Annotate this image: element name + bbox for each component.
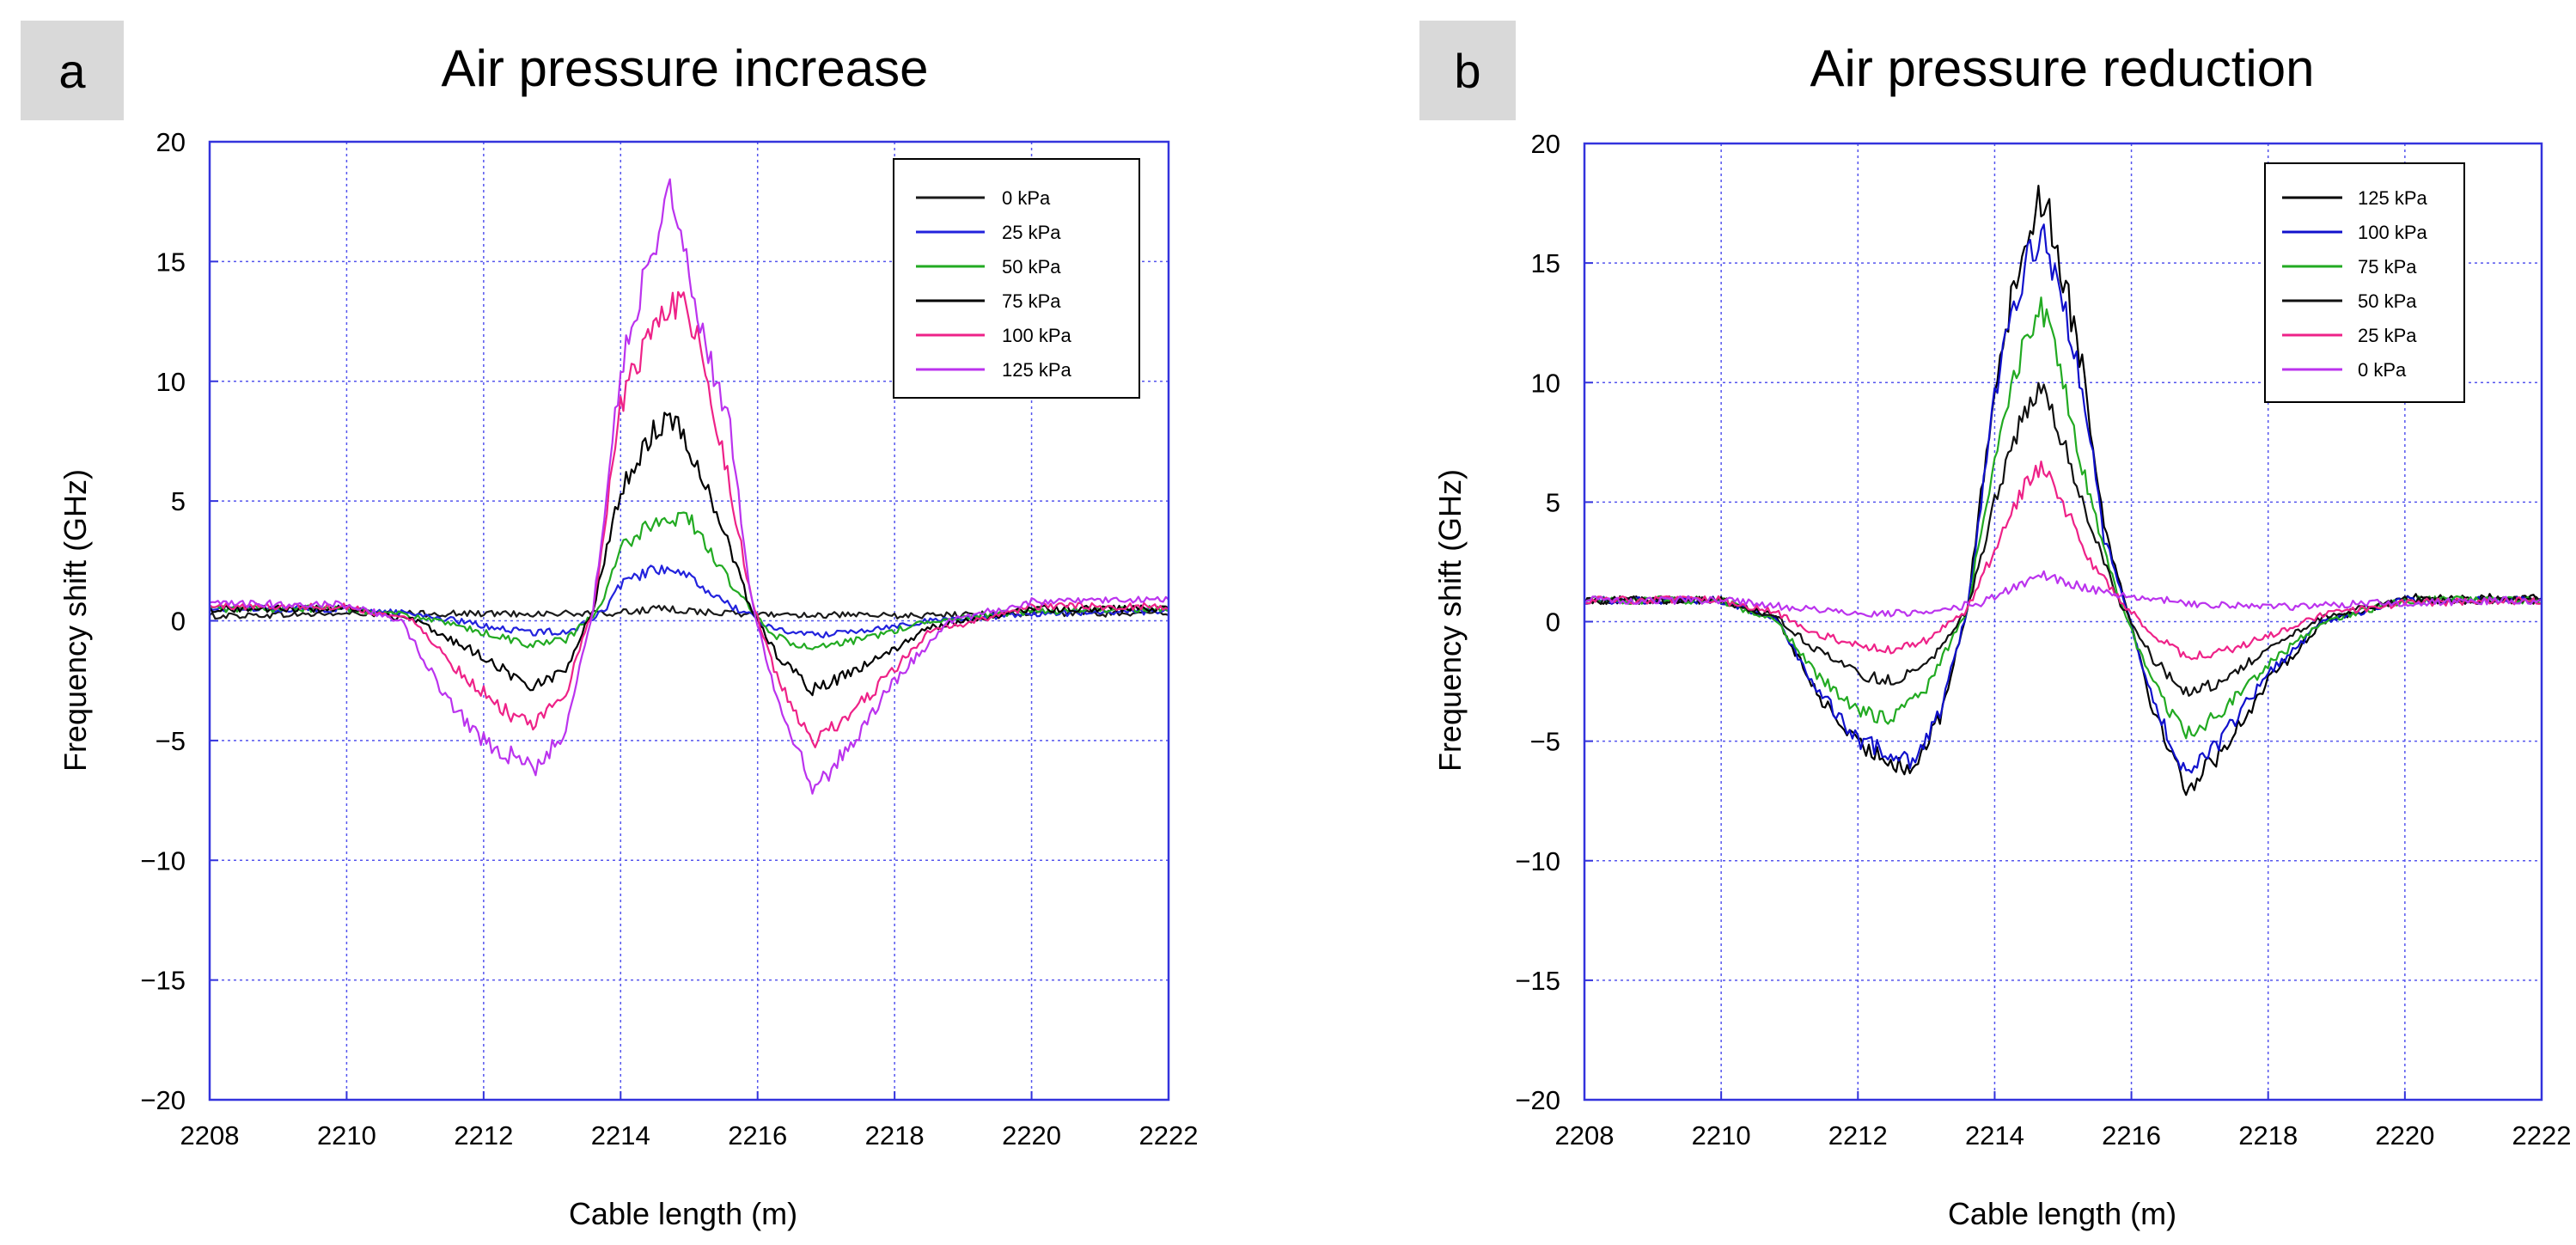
y-tick-label: 0 (1546, 607, 1560, 638)
panel-a-title: Air pressure increase (442, 40, 929, 97)
panel-a-legend-label-4: 75 kPa (1002, 290, 1061, 312)
panel-b-legend-label-4: 50 kPa (2358, 290, 2417, 312)
panel-a-x-axis-label: Cable length (m) (569, 1196, 797, 1231)
y-tick-label: −20 (140, 1085, 186, 1115)
y-tick-label: 15 (156, 247, 186, 277)
x-tick-label: 2214 (591, 1120, 650, 1150)
panel-a-y-axis-label: Frequency shift (GHz) (58, 469, 93, 772)
panel-a: a Air pressure increase 2208 2210 2212 2214… (21, 21, 1198, 1231)
panel-a-legend-label-6: 125 kPa (1002, 359, 1071, 381)
panel-b-legend-box (2264, 162, 2465, 403)
panel-b: b Air pressure reduction 2208 2210 2212 221… (1419, 21, 2571, 1231)
x-tick-label: 2212 (454, 1120, 513, 1150)
series-line-50-kpa (209, 511, 1169, 650)
series-line-25-kpa (1584, 461, 2542, 661)
y-tick-label: −10 (140, 845, 186, 876)
x-tick-label: 2208 (1555, 1120, 1615, 1150)
panel-a-ticks: 2208 2210 2212 2214 2216 2218 2220 2222 −20 −15 −1… (140, 127, 1198, 1150)
panel-b-legend-label-3: 75 kPa (2358, 256, 2417, 278)
y-tick-label: −10 (1515, 846, 1560, 876)
series-line-75-kpa (209, 412, 1169, 697)
series-line-0-kpa (1584, 570, 2542, 618)
panel-b-x-axis-label: Cable length (m) (1948, 1196, 2176, 1231)
y-tick-label: 10 (156, 367, 186, 397)
x-tick-label: 2220 (1002, 1120, 1061, 1150)
x-tick-label: 2222 (1139, 1120, 1199, 1150)
panel-b-legend-label-5: 25 kPa (2358, 325, 2417, 346)
panel-b-title: Air pressure reduction (1810, 40, 2315, 97)
y-tick-label: −20 (1515, 1085, 1560, 1115)
x-tick-label: 2218 (865, 1120, 925, 1150)
x-tick-label: 2220 (2375, 1120, 2434, 1150)
y-tick-label: 15 (1531, 248, 1560, 278)
panel-b-legend-label-6: 0 kPa (2358, 359, 2407, 381)
y-tick-label: −5 (156, 726, 186, 756)
series-line-50-kpa (1584, 381, 2542, 697)
y-tick-label: −15 (1515, 966, 1560, 996)
y-tick-label: −5 (1530, 727, 1560, 757)
panel-b-ticks: 2208 2210 2212 2214 2216 2218 2220 2222 −20 −15 −1… (1515, 129, 2571, 1150)
panel-a-label: a (58, 44, 86, 98)
panel-b-legend-label-1: 125 kPa (2358, 187, 2427, 209)
panel-a-legend-label-5: 100 kPa (1002, 325, 1071, 346)
x-tick-label: 2216 (2102, 1120, 2161, 1150)
x-tick-label: 2212 (1828, 1120, 1888, 1150)
panel-b-legend-label-2: 100 kPa (2358, 222, 2427, 243)
y-tick-label: 5 (171, 486, 186, 516)
y-tick-label: −15 (140, 966, 186, 996)
series-line-125-kpa (209, 178, 1169, 795)
x-tick-label: 2222 (2512, 1120, 2572, 1150)
panel-b-series (1584, 185, 2542, 796)
x-tick-label: 2208 (180, 1120, 240, 1150)
panel-b-label-box (1419, 21, 1516, 120)
x-tick-label: 2210 (317, 1120, 376, 1150)
x-tick-label: 2214 (1965, 1120, 2024, 1150)
x-tick-label: 2216 (728, 1120, 787, 1150)
panel-a-legend: 0 kPa 25 kPa 50 kPa 75 kPa 100 kPa 125 k… (893, 158, 1140, 399)
panel-a-series (209, 178, 1169, 795)
y-tick-label: 10 (1531, 368, 1560, 398)
x-tick-label: 2218 (2238, 1120, 2298, 1150)
panel-a-label-box (21, 21, 124, 120)
panel-b-legend: 125 kPa 100 kPa 75 kPa 50 kPa 25 kPa 0 k… (2264, 162, 2465, 403)
panel-b-label: b (1454, 44, 1480, 98)
y-tick-label: 0 (171, 607, 186, 637)
y-tick-label: 20 (1531, 129, 1560, 159)
y-tick-label: 5 (1546, 487, 1560, 517)
panel-a-legend-label-1: 0 kPa (1002, 187, 1051, 209)
y-tick-label: 20 (156, 127, 186, 157)
panel-a-legend-label-2: 25 kPa (1002, 222, 1061, 243)
x-tick-label: 2210 (1692, 1120, 1751, 1150)
panel-a-legend-label-3: 50 kPa (1002, 256, 1061, 278)
panel-b-y-axis-label: Frequency shift (GHz) (1432, 469, 1468, 772)
